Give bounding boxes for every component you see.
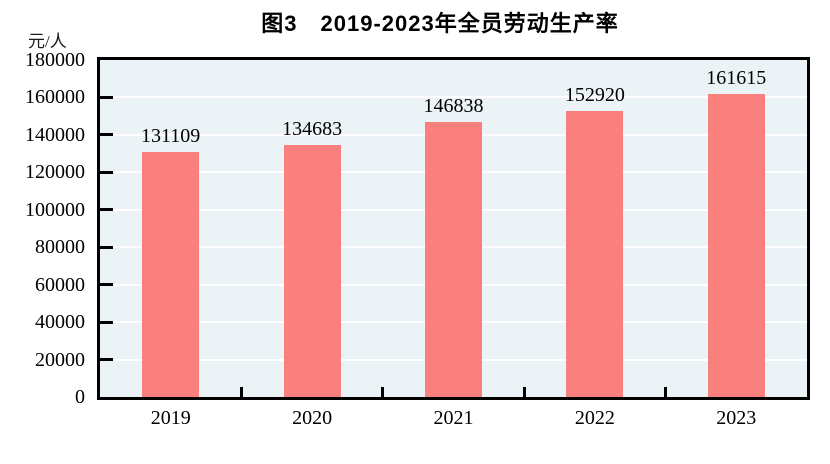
y-axis-tick-label: 160000 (25, 86, 85, 109)
bar-2021 (425, 122, 482, 397)
chart-title: 图3 2019-2023年全员劳动生产率 (261, 11, 619, 36)
x-axis-tick (239, 387, 243, 397)
y-axis-tick (100, 320, 113, 324)
y-axis-tick-label: 40000 (35, 311, 85, 334)
y-axis-tick-label: 80000 (35, 236, 85, 259)
y-axis-tick-label: 180000 (25, 49, 85, 71)
bar-value-label: 134683 (282, 117, 343, 140)
x-axis-tick-label: 2019 (150, 407, 191, 429)
y-axis-tick (100, 358, 113, 362)
y-axis-tick-label: 60000 (35, 273, 85, 296)
y-axis-tick (100, 245, 113, 249)
bar-2020 (283, 144, 341, 397)
bar-value-label: 161615 (706, 67, 767, 90)
y-axis-tick-label: 140000 (25, 123, 85, 146)
bar-2019 (142, 151, 200, 397)
x-axis-tick (381, 387, 385, 397)
y-axis-tick (100, 283, 113, 287)
y-axis-tick (100, 95, 113, 99)
x-axis-tick-label: 2023 (716, 407, 757, 429)
plot-area: 131109 134683 146838 152920 161615 (97, 57, 810, 400)
x-axis-tick-label: 2021 (433, 407, 474, 429)
bar-value-label: 146838 (423, 95, 484, 118)
x-axis-tick (522, 387, 526, 397)
x-axis-tick (664, 387, 668, 397)
y-axis-tick-label: 100000 (25, 198, 85, 221)
x-axis-tick-label: 2020 (292, 407, 333, 429)
x-axis-tick-label: 2022 (574, 407, 615, 429)
y-axis-tick-label: 0 (75, 386, 85, 408)
gridline (100, 96, 807, 99)
y-axis-unit-label: 元/人 (28, 32, 67, 51)
y-axis-tick-label: 120000 (25, 161, 85, 184)
bar-value-label: 152920 (564, 83, 625, 106)
bar-2023 (707, 94, 765, 397)
bar-2022 (566, 110, 624, 397)
y-axis-tick (100, 133, 113, 137)
y-axis-tick-label: 20000 (35, 348, 85, 371)
bar-value-label: 131109 (141, 124, 201, 147)
y-axis-tick (100, 170, 113, 174)
y-axis-tick (100, 208, 113, 212)
